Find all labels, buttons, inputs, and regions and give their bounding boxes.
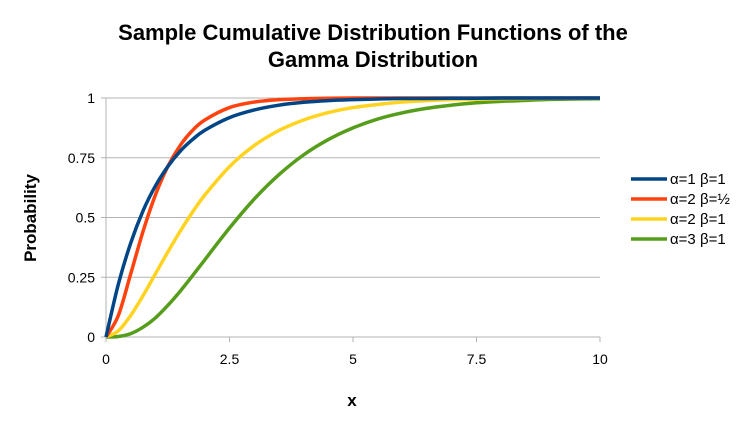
axes: [101, 97, 601, 342]
y-axis-title: Probability: [21, 174, 40, 262]
series-lines: [104, 96, 601, 339]
chart-title-line-2: Gamma Distribution: [268, 47, 478, 72]
legend-label-2: α=2 β=½: [670, 191, 730, 208]
y-tick-label: 0.25: [68, 269, 95, 285]
y-tick-label: 1: [87, 90, 95, 106]
chart-title-line-1: Sample Cumulative Distribution Functions…: [118, 20, 628, 45]
x-tick-label: 5: [349, 351, 357, 367]
legend-label-1: α=1 β=1: [670, 171, 726, 188]
grid: [106, 97, 600, 278]
x-tick-label: 10: [592, 351, 608, 367]
series-line-4: [105, 96, 601, 339]
y-tick-label: 0: [87, 329, 95, 345]
x-tick-labels: 0 2.5 5 7.5 10: [102, 351, 608, 367]
y-tick-label: 0.75: [68, 150, 95, 166]
legend-label-3: α=2 β=1: [670, 211, 726, 228]
series-line-1: [104, 96, 600, 338]
y-tick-label: 0.5: [76, 210, 96, 226]
x-axis-title: x: [347, 391, 357, 410]
x-tick-label: 0: [102, 351, 110, 367]
x-tick-label: 7.5: [467, 351, 487, 367]
legend: α=1 β=1 α=2 β=½ α=2 β=1 α=3 β=1: [631, 171, 730, 248]
y-tick-labels: 0 0.25 0.5 0.75 1: [68, 90, 95, 345]
legend-label-4: α=3 β=1: [670, 231, 726, 248]
x-tick-label: 2.5: [220, 351, 240, 367]
